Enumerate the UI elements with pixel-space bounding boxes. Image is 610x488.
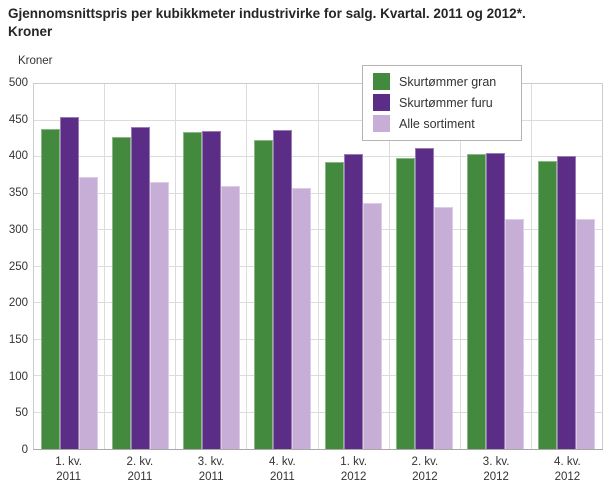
legend-item-alle-sortiment: Alle sortiment [373,113,513,134]
y-tick-label: 200 [8,297,28,310]
y-tick-label: 400 [8,150,28,163]
bar-group-1-2012 [319,84,390,449]
bar-skurt-mmer-gran [538,161,558,449]
bar-group-4-2011 [247,84,319,449]
bar-skurt-mmer-gran [396,157,416,449]
bar-skurt-mmer-furu [59,116,79,449]
x-tick-label: 3. kv. 2011 [197,456,225,483]
y-tick-label: 250 [8,260,28,273]
legend-label: Skurtømmer gran [399,74,497,89]
bar-skurt-mmer-gran [253,140,273,449]
bar-skurt-mmer-furu [344,154,364,449]
x-tick-label: 1. kv. 2012 [340,456,367,483]
plot-area [33,83,603,450]
y-tick-label: 50 [15,407,28,420]
bar-alle-sortiment [220,186,240,449]
chart-title-line1: Gjennomsnittspris per kubikkmeter indust… [8,6,526,21]
y-tick-label: 300 [8,223,28,236]
bar-alle-sortiment [291,187,311,449]
x-tick-label: 2. kv. 2012 [411,456,439,483]
legend-swatch-icon [373,73,390,90]
legend-label: Alle sortiment [399,116,475,131]
bar-group-3-2012 [461,84,532,449]
y-tick-label: 350 [8,187,28,200]
bar-skurt-mmer-gran [111,137,131,449]
y-axis-ticks: 0 50 100 150 200 250 300 350 400 450 500 [0,77,28,456]
y-tick-label: 500 [8,77,28,89]
bar-group-4-2012 [532,84,602,449]
bar-skurt-mmer-gran [467,154,487,449]
y-tick-label: 100 [8,370,28,383]
bar-alle-sortiment [363,203,383,449]
legend: Skurtømmer gran Skurtømmer furu Alle sorti… [362,65,522,141]
bar-group-2-2011 [105,84,177,449]
y-tick-label: 150 [8,333,28,346]
bar-group-2-2012 [390,84,461,449]
x-axis-labels: 1. kv. 2011 2. kv. 2011 3. kv. 2011 4. kv. 2011… [33,455,603,485]
bar-skurt-mmer-gran [182,132,202,449]
bar-skurt-mmer-gran [40,129,60,449]
chart-title-line2: Kroner [8,24,53,39]
legend-swatch-icon [373,94,390,111]
legend-item-skurt-mmer-gran: Skurtømmer gran [373,71,513,92]
bar-skurt-mmer-furu [486,152,506,449]
bar-skurt-mmer-furu [557,156,577,449]
y-axis-unit-label: Kroner [18,55,53,67]
bar-skurt-mmer-gran [325,162,345,449]
bar-skurt-mmer-furu [201,130,221,449]
x-tick-label: 3. kv. 2012 [482,456,510,483]
bar-alle-sortiment [78,176,98,449]
bar-skurt-mmer-furu [415,147,435,449]
legend-label: Skurtømmer furu [399,95,493,110]
legend-item-skurt-mmer-furu: Skurtømmer furu [373,92,513,113]
chart-title: Gjennomsnittspris per kubikkmeter indust… [8,5,606,41]
bar-alle-sortiment [434,206,454,449]
bar-groups [34,84,602,449]
y-tick-label: 0 [21,444,28,456]
bar-skurt-mmer-furu [130,127,150,449]
bar-skurt-mmer-furu [272,130,292,449]
bar-group-1-2011 [34,84,106,449]
bar-alle-sortiment [505,219,525,449]
bar-alle-sortiment [149,181,169,449]
x-tick-label: 4. kv. 2012 [554,456,581,483]
bar-alle-sortiment [576,219,596,449]
x-tick-label: 2. kv. 2011 [126,456,154,483]
legend-swatch-icon [373,115,390,132]
y-tick-label: 450 [8,113,28,126]
x-tick-label: 4. kv. 2011 [269,456,296,483]
bar-group-3-2011 [176,84,248,449]
x-tick-label: 1. kv. 2011 [55,456,82,483]
